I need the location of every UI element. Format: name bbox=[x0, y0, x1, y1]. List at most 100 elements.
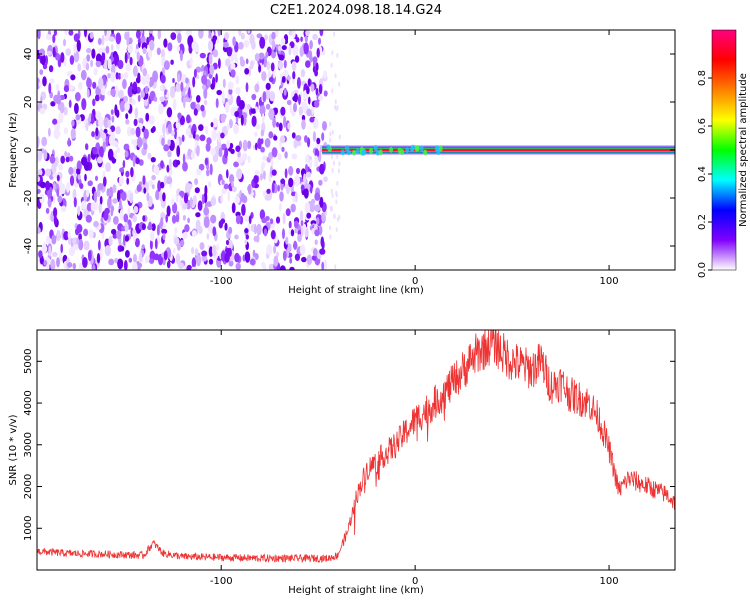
spectrogram-noise-cell bbox=[312, 59, 317, 69]
spectrogram-noise-cell bbox=[295, 141, 302, 147]
snr-series-line bbox=[37, 330, 675, 564]
spectrogram-noise-cell bbox=[56, 229, 61, 242]
spectrogram-noise-cell bbox=[199, 52, 206, 59]
spectrogram-noise-cell bbox=[303, 42, 309, 55]
spectrogram-noise-cell bbox=[224, 222, 228, 231]
spectrogram-noise-cell bbox=[291, 30, 296, 39]
spectrogram-noise-cell bbox=[69, 175, 75, 187]
spectrogram-noise-cell bbox=[52, 46, 56, 58]
colorbar-label: Normalized spectral amplitude bbox=[738, 73, 749, 227]
spectrogram-noise-cell bbox=[37, 169, 43, 176]
spectrogram-noise-cell bbox=[238, 30, 242, 36]
spectrogram-noise-cell bbox=[273, 135, 278, 141]
spectrogram-noise-cell bbox=[61, 205, 67, 213]
spectrogram-noise-cell bbox=[86, 88, 90, 99]
spectrogram-noise-cell bbox=[227, 190, 231, 202]
spectrogram-noise-cell bbox=[66, 181, 70, 193]
spectrogram-noise-cell bbox=[232, 186, 237, 193]
spectrogram-noise-cell bbox=[77, 63, 82, 72]
spectrogram-noise-cell bbox=[170, 130, 175, 137]
spectrogram-noise-cell bbox=[160, 217, 164, 228]
spectrogram-noise-cell bbox=[85, 214, 92, 223]
spectrogram-noise-cell bbox=[186, 30, 190, 37]
spectrogram-noise-cell bbox=[166, 107, 173, 118]
spectrogram-noise-cell bbox=[329, 131, 332, 137]
spectrogram-noise-cell bbox=[225, 239, 230, 246]
spectrogram-noise-cell bbox=[56, 257, 60, 268]
spectrogram-noise-cell bbox=[247, 103, 251, 110]
spectrogram-noise-cell bbox=[92, 147, 98, 155]
spectrogram-noise-cell bbox=[129, 56, 133, 66]
spectrogram-noise-cell bbox=[264, 34, 268, 41]
spectrogram-noise-cell bbox=[253, 175, 259, 184]
spectrogram-noise-cell bbox=[235, 87, 241, 95]
spectrogram-noise-cell bbox=[243, 39, 250, 48]
spectrogram-noise-cell bbox=[220, 132, 225, 139]
spectrogram-noise-cell bbox=[170, 87, 176, 99]
spectrogram-noise-cell bbox=[176, 242, 181, 251]
spectrogram-noise-cell bbox=[145, 112, 150, 122]
spectrogram-noise-cell bbox=[225, 101, 230, 113]
colorbar-tick-label: 0.8 bbox=[697, 70, 708, 86]
spectrogram-noise-cell bbox=[271, 39, 276, 51]
spectrogram-noise-cell bbox=[234, 111, 240, 118]
spectrogram-noise-cell bbox=[229, 142, 234, 149]
spectrogram-noise-cell bbox=[189, 197, 193, 207]
spectrogram-noise-cell bbox=[309, 185, 313, 194]
spectrogram-noise-cell bbox=[143, 128, 149, 140]
spectrogram-noise-cell bbox=[175, 82, 181, 93]
spectrogram-noise-cell bbox=[321, 261, 325, 270]
spectrogram-noise-cell bbox=[302, 223, 307, 232]
spectrogram-noise-cell bbox=[247, 30, 251, 34]
spectrogram-noise-cell bbox=[64, 151, 68, 158]
spectrogram-noise-cell bbox=[183, 96, 186, 109]
spectrogram-noise-cell bbox=[63, 85, 70, 93]
spectrogram-noise-cell bbox=[140, 90, 145, 99]
spectrogram-noise-cell bbox=[171, 214, 177, 224]
spectrogram-noise-cell bbox=[156, 47, 161, 56]
spectrogram-noise-cell bbox=[68, 166, 74, 175]
spectrogram-noise-cell bbox=[336, 180, 339, 186]
spectrogram-noise-cell bbox=[190, 151, 196, 160]
spectrogram-noise-cell bbox=[108, 258, 115, 266]
spectrogram-noise-cell bbox=[179, 190, 185, 197]
spectrogram-noise-cell bbox=[43, 149, 48, 160]
spectrogram-noise-cell bbox=[321, 132, 325, 141]
signal-blob bbox=[410, 144, 415, 151]
spectrogram-noise-cell bbox=[167, 123, 172, 134]
spectrogram-noise-cell bbox=[50, 101, 56, 107]
spectrogram-noise-cell bbox=[143, 142, 148, 150]
spectrogram-noise-cell bbox=[190, 101, 196, 110]
spectrogram-noise-cell bbox=[228, 247, 232, 257]
spectrogram-noise-cell bbox=[300, 36, 303, 42]
spectrogram-noise-cell bbox=[280, 37, 286, 46]
spectrogram-noise-cell bbox=[93, 220, 99, 228]
spectrogram-noise-cell bbox=[149, 39, 155, 51]
spectrogram-noise-cell bbox=[240, 192, 245, 203]
spectrogram-noise-cell bbox=[146, 192, 150, 202]
x-tick-label: 100 bbox=[600, 276, 619, 287]
signal-blob bbox=[369, 147, 374, 154]
spectrogram-noise-cell bbox=[77, 174, 81, 180]
spectrogram-noise-cell bbox=[82, 257, 88, 268]
spectrogram-noise-cell bbox=[228, 88, 233, 95]
spectrogram-noise-cell bbox=[235, 215, 241, 225]
spectrogram-noise-cell bbox=[101, 34, 105, 46]
spectrogram-noise-cell bbox=[38, 81, 42, 88]
spectrogram-noise-cell bbox=[218, 147, 223, 158]
spectrogram-noise-cell bbox=[314, 155, 319, 165]
signal-blob bbox=[419, 145, 424, 152]
spectrogram-noise-cell bbox=[117, 72, 122, 80]
spectrogram-noise-cell bbox=[95, 53, 102, 64]
spectrogram-noise-cell bbox=[206, 79, 211, 88]
spectrogram-noise-cell bbox=[162, 232, 166, 241]
spectrogram-noise-cell bbox=[69, 55, 75, 65]
spectrogram-noise-cell bbox=[268, 131, 274, 139]
spectrogram-noise-cell bbox=[311, 255, 317, 261]
spectrogram-noise-cell bbox=[332, 160, 335, 166]
spectrogram-noise-cell bbox=[263, 263, 267, 270]
colorbar-tick-label: 0.4 bbox=[697, 166, 708, 182]
spectrogram-noise-cell bbox=[149, 79, 153, 88]
spectrogram-noise-cell bbox=[211, 244, 217, 257]
spectrogram-noise-cell bbox=[141, 74, 148, 86]
